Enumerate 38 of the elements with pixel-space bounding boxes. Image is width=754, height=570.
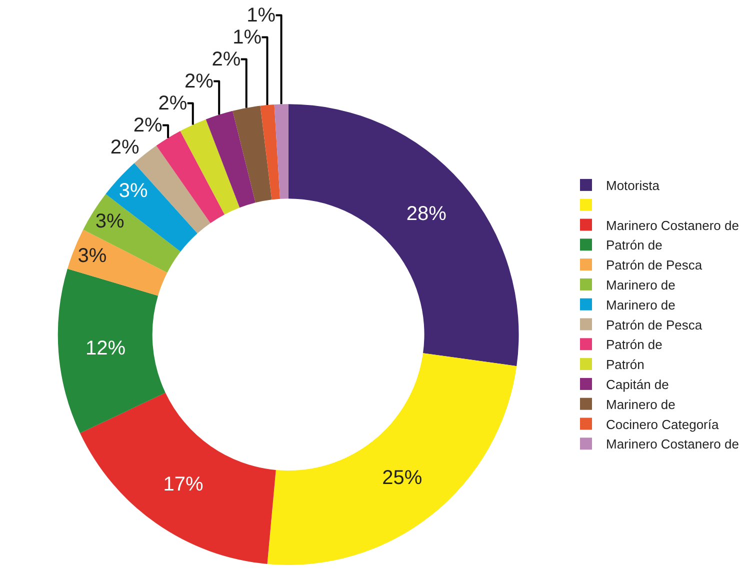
donut-slice xyxy=(58,268,166,434)
data-label: 3% xyxy=(118,180,148,202)
legend-label: Marinero Costanero de xyxy=(606,436,739,452)
legend-label: Marinero de xyxy=(606,278,676,293)
legend-label: Motorista xyxy=(606,178,660,194)
data-label: 2% xyxy=(158,92,188,114)
legend-label: Patrón de Pesca xyxy=(606,317,703,332)
data-label: 2% xyxy=(212,48,241,70)
data-label: 3% xyxy=(78,244,107,267)
data-label: 2% xyxy=(133,114,163,136)
legend-label: Patrón xyxy=(606,357,644,372)
legend-label: Capitán de xyxy=(606,377,669,392)
donut-slice xyxy=(156,130,225,224)
donut-slice xyxy=(80,392,276,564)
legend-label: Patrón de xyxy=(606,238,662,253)
data-label: 1% xyxy=(232,26,262,48)
donut-slice xyxy=(67,230,168,296)
data-label: 1% xyxy=(246,4,276,26)
legend-label: Patrón de Pesca xyxy=(606,258,703,273)
donut-slice xyxy=(267,353,517,565)
donut-slice xyxy=(180,119,240,214)
legend-label: Patrón de xyxy=(606,337,662,352)
legend-label: Marinero de xyxy=(606,297,676,312)
legend-label: Marinero Costanero de xyxy=(606,218,739,233)
donut-slice xyxy=(232,106,272,203)
data-label: 2% xyxy=(110,136,140,158)
donut-slice xyxy=(274,104,288,199)
data-label: 3% xyxy=(95,210,124,233)
donut-slice xyxy=(260,104,280,200)
data-label: 2% xyxy=(184,70,214,92)
donut-slice xyxy=(206,110,256,208)
data-label: 17% xyxy=(163,474,204,496)
data-label: 12% xyxy=(86,337,126,360)
data-label: 25% xyxy=(382,467,422,490)
legend-label: Marinero de xyxy=(606,396,676,412)
donut-slice xyxy=(288,104,519,366)
data-label: 28% xyxy=(406,203,447,226)
legend-label: Cocinero Categoría xyxy=(606,416,720,432)
